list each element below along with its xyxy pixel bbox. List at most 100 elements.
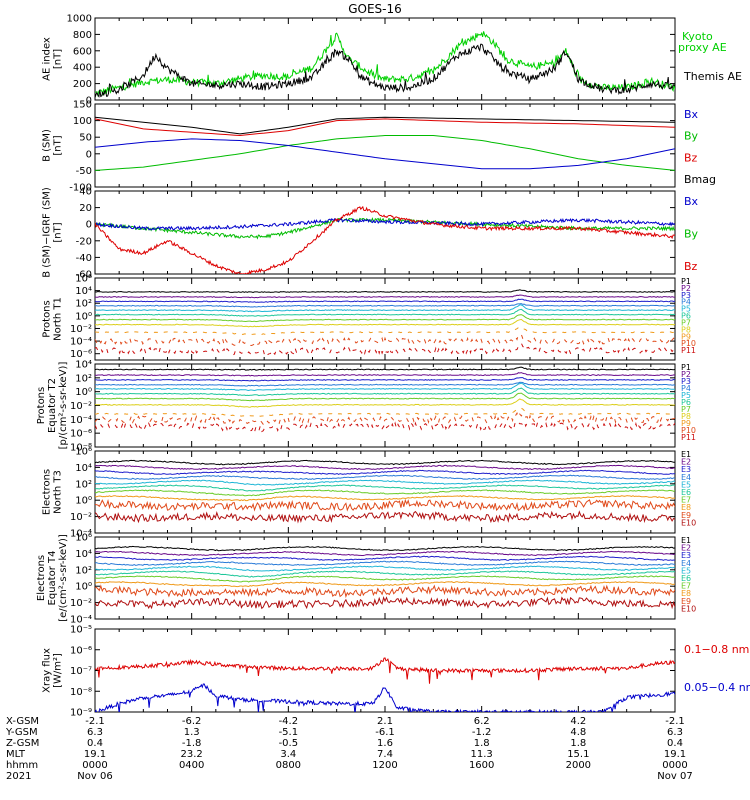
plot-area: [95, 657, 675, 712]
y-tick-label: 50: [79, 133, 92, 144]
y-tick-label: 10⁻⁴: [70, 529, 92, 540]
y-axis-label: AE index[nT]: [42, 37, 64, 81]
y-tick-label: 10⁶: [75, 447, 92, 458]
flux-line-p4: [95, 303, 675, 308]
plot-area: [95, 545, 675, 610]
channel-label: P4: [681, 384, 691, 393]
x-axis-row-label: 2021: [6, 771, 31, 782]
y-tick-label: 200: [73, 79, 92, 90]
channel-label: E7: [681, 582, 691, 591]
plot-area: [95, 289, 675, 357]
y-tick-label: 10²: [75, 479, 92, 490]
flux-line-e2: [95, 550, 675, 557]
y-tick-label: 10⁶: [75, 274, 92, 285]
flux-line-e9: [95, 584, 675, 599]
x-axis-value: 11.3: [471, 749, 493, 760]
y-tick-label: 40: [79, 187, 92, 198]
y-tick-label: 10⁻⁸: [70, 443, 92, 454]
flux-line-e7: [95, 489, 675, 497]
x-axis-value: 1.3: [184, 727, 200, 738]
y-tick-label: 10⁶: [75, 533, 92, 544]
flux-line-p2: [95, 372, 675, 377]
x-axis-table: X-GSMY-GSMZ-GSMMLThhmm2021-2.16.30.419.1…: [5, 716, 693, 782]
y-tick-label: 10⁻⁶: [70, 429, 92, 440]
flux-line-p7: [95, 314, 675, 323]
x-axis-value: 0800: [276, 760, 301, 771]
channel-label: P2: [681, 284, 691, 293]
y-axis-label-line: Electrons: [42, 469, 53, 515]
series-line: [95, 657, 675, 684]
y-axis-label: ElectronsEquator T4[e/(cm²-s-sr-keV)]: [36, 534, 69, 622]
y-tick-label: 800: [73, 30, 92, 41]
panel-frame: [94, 628, 676, 713]
y-axis-label-line: [p/(cm²-s-sr-keV)]: [58, 362, 69, 450]
y-axis-label-line: [W/m²]: [53, 653, 64, 688]
panel-protons_t2: 10⁴10²10⁰10⁻²10⁻⁴10⁻⁶10⁻⁸ProtonsEquator …: [36, 360, 696, 454]
flux-line-e10: [95, 510, 675, 524]
y-tick-label: 10⁰: [75, 311, 92, 322]
channel-label: E3: [681, 551, 691, 560]
figure-title: GOES-16: [348, 2, 402, 16]
flux-line-p2: [95, 294, 675, 299]
flux-line-p1: [95, 289, 675, 294]
series-line: [95, 43, 675, 98]
flux-line-p4: [95, 381, 675, 387]
series-line: [95, 118, 675, 137]
flux-line-p10: [95, 412, 675, 426]
y-tick-label: 10⁻⁶: [70, 645, 92, 656]
channel-label: E1: [681, 536, 691, 545]
channel-label: P1: [681, 363, 691, 372]
channel-label: E5: [681, 566, 691, 575]
y-axis-label-line: AE index: [42, 37, 53, 81]
x-axis-value: 0400: [179, 760, 204, 771]
x-axis-value: 1200: [372, 760, 397, 771]
series-line: [95, 683, 675, 712]
flux-line-p6: [95, 387, 675, 397]
y-tick-label: 10²: [75, 565, 92, 576]
channel-label: P9: [681, 332, 691, 341]
x-axis-value: 7.4: [377, 749, 393, 760]
panel-ae: 0 200 400 600 800 1000 AE index[nT] Kyotoproxy …: [42, 14, 742, 107]
channel-label: E5: [681, 480, 691, 489]
y-tick-label: 10⁻²: [70, 598, 92, 609]
y-axis-label-line: [nT]: [53, 49, 64, 69]
legend-label: By: [684, 228, 699, 241]
panel-b_sm: -100 -50 0 50 100 150 B (SM)[nT] Bx By Bz Bmag: [42, 100, 717, 194]
y-tick-label: 10⁻⁷: [70, 666, 92, 677]
series-line: [95, 138, 675, 170]
y-tick-label: 150: [73, 100, 92, 111]
x-axis-value: -0.5: [279, 738, 299, 749]
y-axis-label-line: North T1: [53, 297, 64, 341]
x-axis-value: 1600: [469, 760, 494, 771]
y-axis-label-line: Equator T4: [47, 551, 58, 606]
flux-line-p6: [95, 308, 675, 317]
flux-line-p3: [95, 377, 675, 382]
flux-line-e3: [95, 555, 675, 561]
channel-label: E3: [681, 465, 691, 474]
y-axis-label-line: Protons: [42, 300, 53, 337]
y-axis-label-line: North T3: [53, 470, 64, 514]
x-axis-value: 2000: [566, 760, 591, 771]
y-axis-label: B (SM)[nT]: [42, 129, 64, 162]
x-axis-value: 1.8: [570, 738, 586, 749]
flux-line-p10: [95, 333, 675, 347]
x-axis-value: 0000: [662, 760, 687, 771]
flux-line-e1: [95, 459, 675, 466]
channel-label: P4: [681, 298, 691, 307]
channel-label: P11: [681, 433, 696, 442]
legend-label: By: [684, 130, 699, 143]
flux-line-p8: [95, 318, 675, 328]
x-axis-row-label: X-GSM: [6, 716, 39, 727]
y-tick-label: 0: [86, 149, 92, 160]
x-axis-value: 6.2: [474, 716, 490, 727]
flux-line-e7: [95, 575, 675, 583]
y-axis-label-line: Protons: [36, 387, 47, 424]
x-axis-value: 3.4: [280, 749, 296, 760]
flux-line-e5: [95, 565, 675, 572]
flux-line-p11: [95, 342, 675, 357]
y-tick-label: 20: [79, 203, 92, 214]
channel-label: E9: [681, 511, 691, 520]
legend-label: 0.1−0.8 nm: [684, 643, 749, 656]
channel-label: P1: [681, 277, 691, 286]
y-tick-label: -100: [69, 183, 92, 194]
